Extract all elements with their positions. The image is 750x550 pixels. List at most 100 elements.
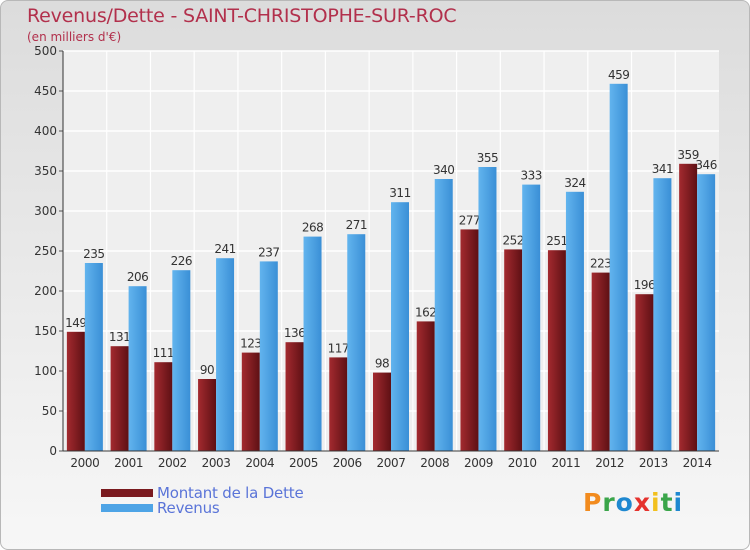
legend-label-dette: Montant de la Dette [157,483,304,502]
data-label-revenus: 340 [433,163,454,177]
data-label-dette: 98 [375,357,389,371]
data-label-dette: 111 [153,346,174,360]
data-label-revenus: 355 [477,151,498,165]
bar-revenus [697,174,716,451]
logo-letter: r [602,488,616,517]
y-tick-label: 250 [34,244,57,258]
legend: Montant de la Dette Revenus [101,483,304,517]
bar-dette [635,294,654,451]
x-tick-label: 2005 [289,456,318,470]
y-tick-label: 350 [34,164,57,178]
bar-revenus [391,202,409,451]
x-tick-label: 2010 [508,456,537,470]
bar-dette [591,272,610,451]
y-tick-label: 200 [34,284,57,298]
y-tick-label: 150 [34,324,57,338]
legend-item-dette: Montant de la Dette [101,483,304,502]
bar-chart: 0 50 100 150 200 250 300 350 400 450 500 149 235 2000… [34,44,719,470]
x-tick-label: 2009 [464,456,493,470]
bar-dette [416,321,435,451]
logo-letter: t [660,488,674,517]
bar-dette [460,229,479,451]
y-tick-label: 50 [42,404,57,418]
bar-dette [110,346,129,451]
data-label-revenus: 237 [258,245,279,259]
x-tick-label: 2013 [639,456,668,470]
data-label-dette: 123 [240,337,261,351]
x-tick-label: 2004 [245,456,274,470]
bar-revenus [303,236,322,451]
data-label-revenus: 324 [564,176,585,190]
legend-item-revenus: Revenus [101,498,303,517]
bar-dette [504,249,523,451]
data-label-dette: 359 [677,148,698,162]
y-tick-label: 0 [49,444,57,458]
data-label-revenus: 268 [302,221,323,235]
data-label-dette: 252 [502,233,523,247]
logo-letter: i [651,488,661,517]
bar-revenus [653,178,672,451]
x-tick-label: 2000 [70,456,99,470]
data-label-dette: 162 [415,305,436,319]
data-label-revenus: 241 [214,242,235,256]
x-tick-label: 2001 [114,456,143,470]
bar-dette [198,379,217,451]
bar-revenus [128,286,147,451]
y-tick-label: 500 [34,44,57,58]
bar-revenus [565,191,584,452]
data-label-revenus: 206 [127,270,148,284]
bar-revenus [259,261,278,451]
bar-dette [154,362,173,451]
logo-letter: o [615,488,634,517]
bar-revenus [347,234,366,451]
legend-swatch-revenus [101,503,153,512]
logo-letter: x [633,488,651,517]
data-label-revenus: 341 [652,162,673,176]
bar-revenus [522,184,541,451]
data-label-revenus: 271 [346,218,367,232]
logo-letter: P [583,488,603,517]
bar-dette [285,342,304,451]
y-tick-label: 100 [34,364,57,378]
legend-swatch-dette [101,488,153,497]
chart-title: Revenus/Dette - SAINT-CHRISTOPHE-SUR-ROC [27,5,457,27]
x-tick-label: 2006 [333,456,362,470]
bar-revenus [84,263,103,451]
data-label-revenus: 333 [520,169,541,183]
data-label-dette: 136 [284,326,305,340]
data-label-dette: 277 [459,213,480,227]
x-tick-label: 2007 [377,456,406,470]
data-label-dette: 223 [590,257,611,271]
x-tick-label: 2003 [202,456,231,470]
data-label-revenus: 226 [171,254,192,268]
data-label-revenus: 235 [83,247,104,261]
bar-dette [547,250,566,451]
x-tick-label: 2014 [683,456,712,470]
x-tick-label: 2002 [158,456,187,470]
data-label-dette: 117 [328,341,349,355]
x-tick-label: 2008 [420,456,449,470]
bar-dette [679,163,698,452]
bar-revenus [216,258,235,451]
data-label-revenus: 346 [695,158,716,172]
bar-revenus [478,167,497,451]
legend-label-revenus: Revenus [157,498,220,517]
y-tick-label: 300 [34,204,57,218]
y-tick-label: 400 [34,124,57,138]
x-tick-label: 2011 [551,456,580,470]
bar-revenus [172,270,191,451]
data-label-dette: 131 [109,330,130,344]
bar-dette [241,352,260,451]
unit-label: (en milliers d'€) [27,30,122,44]
data-label-dette: 149 [65,316,86,330]
y-tick-label: 450 [34,84,57,98]
data-label-revenus: 311 [389,186,410,200]
bar-dette [329,357,348,451]
logo-letter: i [673,488,684,517]
proxiti-logo: Proxiti [583,488,683,517]
data-label-dette: 251 [546,234,567,248]
bar-revenus [434,179,453,451]
bar-dette [66,331,85,451]
data-label-revenus: 459 [608,68,629,82]
